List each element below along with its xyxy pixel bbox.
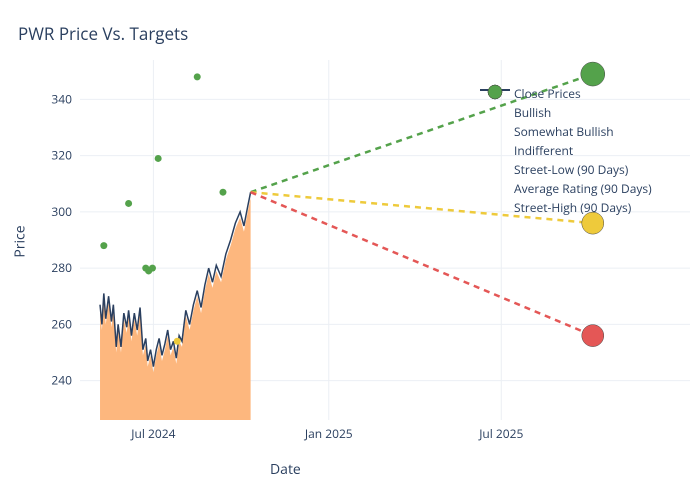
legend-label: Somewhat Bullish: [514, 123, 614, 140]
legend: Close Prices Bullish Somewhat Bullish Indif…: [480, 84, 652, 217]
svg-text:240: 240: [51, 372, 72, 389]
svg-text:320: 320: [51, 147, 72, 164]
legend-item[interactable]: Average Rating (90 Days): [480, 179, 652, 198]
svg-text:340: 340: [51, 90, 72, 107]
legend-item[interactable]: Somewhat Bullish: [480, 122, 652, 141]
legend-label: Average Rating (90 Days): [514, 180, 652, 197]
svg-text:280: 280: [51, 259, 72, 276]
legend-item[interactable]: Bullish: [480, 103, 652, 122]
legend-label: Close Prices: [514, 85, 581, 102]
legend-label: Street-Low (90 Days): [514, 161, 628, 178]
legend-label: Bullish: [514, 104, 551, 121]
svg-text:300: 300: [51, 203, 72, 220]
svg-text:Jul 2024: Jul 2024: [130, 425, 175, 442]
legend-item[interactable]: Street-High (90 Days): [480, 198, 652, 217]
legend-item[interactable]: Indifferent: [480, 141, 652, 160]
legend-item[interactable]: Street-Low (90 Days): [480, 160, 652, 179]
svg-text:Jul 2025: Jul 2025: [478, 425, 523, 442]
price-targets-chart: PWR Price Vs. Targets Price Date 2402602…: [0, 0, 700, 500]
legend-label: Street-High (90 Days): [514, 199, 631, 216]
chart-svg: 240 260 280 300 320 340 Jul 2024 Jan 2025 Jul 20…: [0, 0, 700, 500]
svg-text:260: 260: [51, 315, 72, 332]
svg-text:Jan 2025: Jan 2025: [304, 425, 353, 442]
legend-label: Indifferent: [514, 142, 573, 159]
